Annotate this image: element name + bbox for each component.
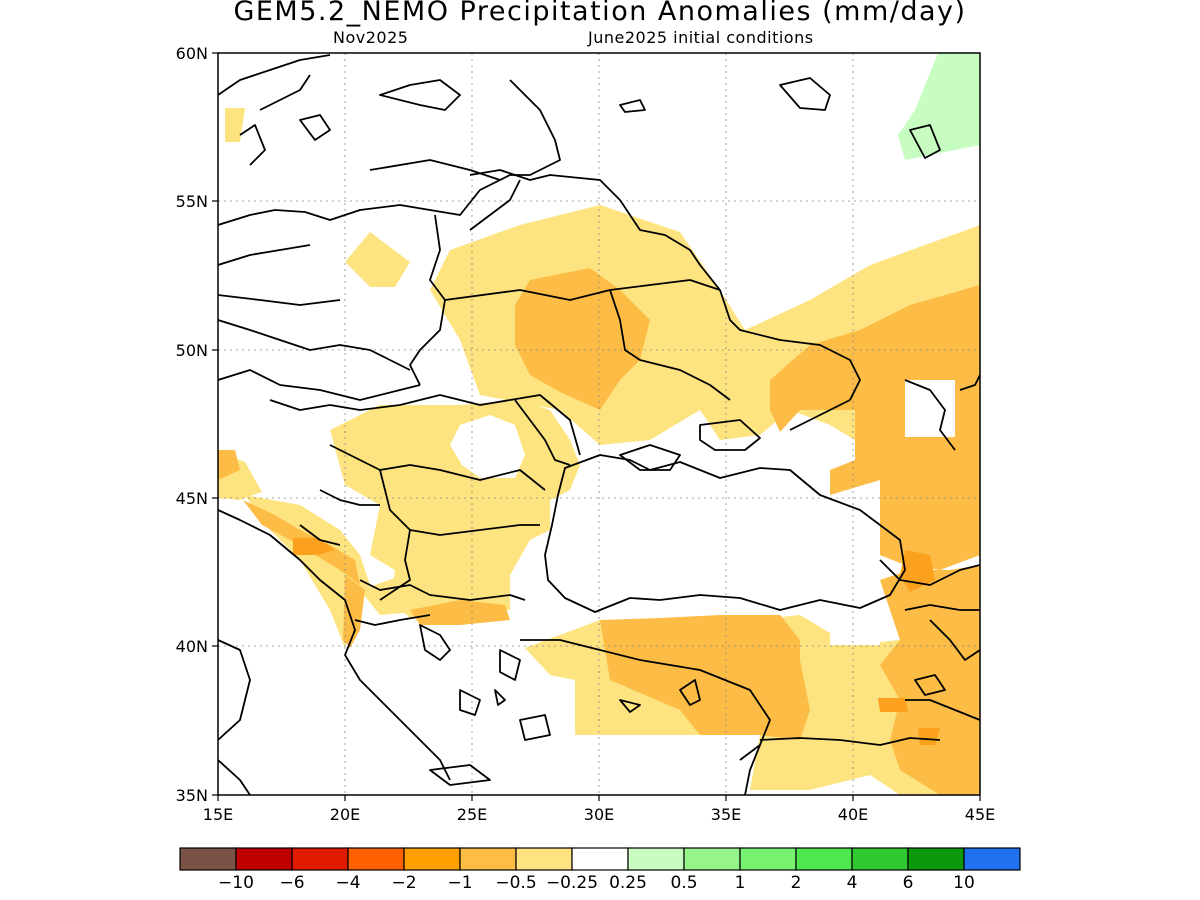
x-tick-label: 25E	[457, 805, 487, 824]
colorbar-label: −1	[447, 873, 472, 893]
initial-conditions: June2025 initial conditions	[588, 28, 814, 47]
colorbar-swatch	[571, 847, 629, 871]
colorbar-label: 10	[953, 873, 975, 893]
x-tick-label: 30E	[584, 805, 614, 824]
colorbar-swatch	[963, 847, 1021, 871]
x-tick-label: 15E	[203, 805, 233, 824]
x-tick-label: 45E	[965, 805, 995, 824]
colorbar-swatch	[683, 847, 741, 871]
x-tick-label: 20E	[330, 805, 360, 824]
colorbar-label: −10	[218, 873, 254, 893]
graticule	[218, 53, 980, 795]
colorbar-label: 0.25	[609, 873, 647, 893]
colorbar-swatch	[515, 847, 573, 871]
colorbar-label: 4	[847, 873, 858, 893]
colorbar-swatch	[795, 847, 853, 871]
anomaly-orange	[218, 268, 980, 795]
forecast-month: Nov2025	[333, 28, 409, 47]
colorbar-label: −0.5	[495, 873, 536, 893]
azov-coast	[699, 419, 761, 451]
near-zero-anomaly-patches	[450, 380, 955, 645]
black-sea-coast	[544, 454, 906, 613]
x-tick-label: 40E	[838, 805, 868, 824]
y-tick-label: 35N	[176, 786, 208, 805]
y-tick-label: 45N	[176, 489, 208, 508]
x-tick-label: 35E	[711, 805, 741, 824]
anomaly-light-green	[898, 53, 980, 160]
y-axis-labels: 60N 55N 50N 45N 40N 35N	[176, 44, 208, 805]
colorbar-swatch	[851, 847, 909, 871]
map-title: GEM5.2_NEMO Precipitation Anomalies (mm/…	[233, 0, 967, 27]
colorbar-label: 2	[791, 873, 802, 893]
colorbar: −10 −6 −4 −2 −1 −0.5 −0.25 0.25 0.5 1 2 4 6 10	[179, 847, 1021, 893]
colorbar-label: −4	[335, 873, 360, 893]
colorbar-label: 0.5	[670, 873, 697, 893]
colorbar-swatch	[347, 847, 405, 871]
colorbar-swatch	[459, 847, 517, 871]
colorbar-swatch	[627, 847, 685, 871]
colorbar-label: 1	[735, 873, 746, 893]
y-tick-label: 40N	[176, 637, 208, 656]
y-tick-label: 50N	[176, 341, 208, 360]
colorbar-label: −6	[279, 873, 304, 893]
colorbar-swatch	[291, 847, 349, 871]
colorbar-label: −0.25	[546, 873, 598, 893]
colorbar-swatch	[179, 847, 237, 871]
colorbar-swatch	[907, 847, 965, 871]
colorbar-swatch	[739, 847, 797, 871]
colorbar-label: −2	[391, 873, 416, 893]
colorbar-swatch	[403, 847, 461, 871]
coastlines-and-borders	[218, 54, 980, 795]
colorbar-swatch	[235, 847, 293, 871]
x-axis-labels: 15E 20E 25E 30E 35E 40E 45E	[203, 805, 995, 824]
y-tick-label: 60N	[176, 44, 208, 63]
axis-tick-marks	[212, 52, 981, 801]
colorbar-label: 6	[903, 873, 914, 893]
y-tick-label: 55N	[176, 192, 208, 211]
